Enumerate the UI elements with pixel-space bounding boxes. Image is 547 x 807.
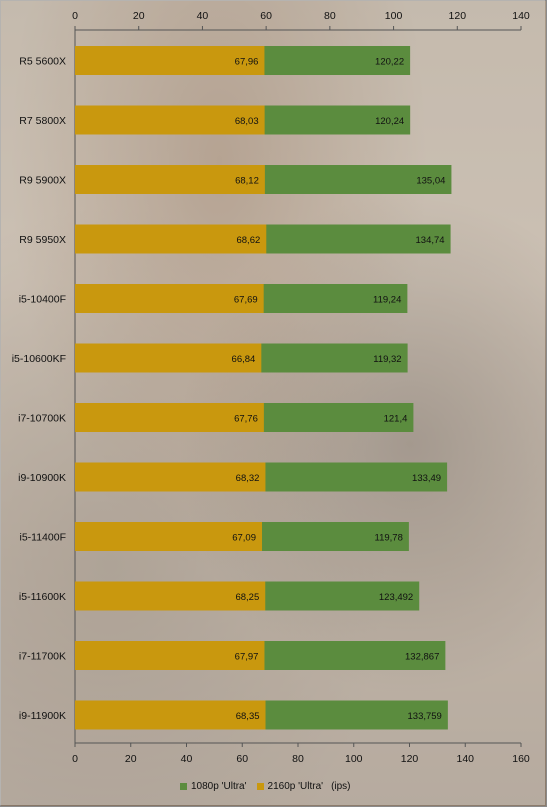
data-label-2160p: 68,35 (236, 711, 260, 722)
top-axis-tick-label: 20 (133, 10, 145, 22)
category-label: i9-10900K (18, 472, 66, 484)
data-label-1080p: 119,32 (373, 354, 401, 365)
category-label: R7 5800X (19, 115, 66, 127)
legend-label-2160p: 2160p 'Ultra' (267, 780, 324, 792)
category-label: i5-11400F (19, 532, 66, 544)
bottom-axis-tick-label: 120 (401, 753, 419, 765)
bottom-axis-tick-label: 160 (512, 753, 530, 765)
data-label-1080p: 135,04 (416, 176, 445, 187)
legend-unit: (ips) (331, 780, 351, 792)
data-label-2160p: 68,25 (235, 592, 259, 603)
data-label-2160p: 68,12 (235, 176, 259, 187)
data-label-2160p: 68,62 (236, 235, 260, 246)
bar-2160p (75, 403, 264, 432)
data-label-1080p: 133,49 (412, 473, 441, 484)
data-label-1080p: 132,867 (405, 652, 439, 663)
bar-2160p (75, 224, 267, 254)
bottom-axis-tick-label: 20 (125, 753, 137, 765)
data-label-1080p: 120,22 (375, 57, 404, 68)
bottom-axis-tick-label: 0 (72, 753, 78, 765)
category-label: R9 5950X (19, 234, 66, 246)
top-axis-tick-label: 100 (385, 10, 403, 22)
top-axis-tick-label: 80 (324, 10, 336, 22)
legend-label-1080p: 1080p 'Ultra' (191, 780, 247, 792)
data-label-1080p: 119,78 (375, 533, 403, 544)
bar-2160p (75, 165, 265, 194)
data-label-1080p: 121,4 (384, 414, 408, 425)
legend-item-1080p: 1080p 'Ultra' (180, 781, 247, 792)
data-label-1080p: 133,759 (408, 711, 442, 722)
top-axis-tick-label: 120 (449, 10, 467, 22)
data-label-2160p: 68,32 (236, 473, 260, 484)
category-label: i5-11600K (19, 591, 66, 603)
category-label: R9 5900X (19, 175, 66, 187)
bottom-axis-tick-label: 140 (456, 753, 474, 765)
data-label-1080p: 123,492 (379, 592, 413, 603)
bar-2160p (75, 581, 266, 611)
data-label-2160p: 66,84 (232, 354, 256, 365)
data-label-2160p: 67,97 (235, 652, 259, 663)
data-label-1080p: 134,74 (416, 235, 445, 246)
legend-item-2160p: 2160p 'Ultra' (ips) (256, 780, 351, 792)
bar-2160p (75, 284, 264, 313)
category-label: R5 5600X (19, 56, 66, 68)
category-label: i9-11900K (19, 710, 66, 722)
bottom-axis-tick-label: 40 (181, 753, 193, 765)
data-label-2160p: 67,96 (235, 57, 259, 68)
top-axis-tick-label: 40 (197, 10, 209, 22)
data-label-2160p: 67,69 (234, 295, 258, 306)
category-label: i5-10400F (19, 294, 66, 306)
bar-2160p (75, 522, 263, 551)
top-axis-tick-label: 60 (260, 10, 272, 22)
bar-2160p (75, 46, 265, 75)
bar-2160p (75, 700, 266, 730)
data-label-1080p: 120,24 (375, 116, 404, 127)
category-label: i5-10600KF (12, 353, 66, 365)
legend: 1080p 'Ultra' 2160p 'Ultra' (ips) (180, 779, 361, 793)
bottom-axis-tick-label: 60 (236, 753, 248, 765)
data-label-2160p: 67,09 (232, 533, 256, 544)
category-label: i7-10700K (18, 413, 66, 425)
legend-swatch-2160p (256, 782, 264, 790)
data-label-2160p: 68,03 (235, 116, 259, 127)
data-label-2160p: 67,76 (234, 414, 258, 425)
top-axis-tick-label: 0 (72, 10, 78, 22)
bottom-axis-tick-label: 80 (292, 753, 304, 765)
bottom-axis-tick-label: 100 (345, 753, 363, 765)
category-label: i7-11700K (19, 651, 66, 663)
bar-2160p (75, 343, 262, 373)
top-axis-tick-label: 140 (512, 10, 530, 22)
bar-2160p (75, 641, 265, 670)
data-label-1080p: 119,24 (373, 295, 401, 306)
bar-2160p (75, 462, 266, 492)
bar-2160p (75, 105, 265, 135)
legend-swatch-1080p (180, 782, 187, 790)
